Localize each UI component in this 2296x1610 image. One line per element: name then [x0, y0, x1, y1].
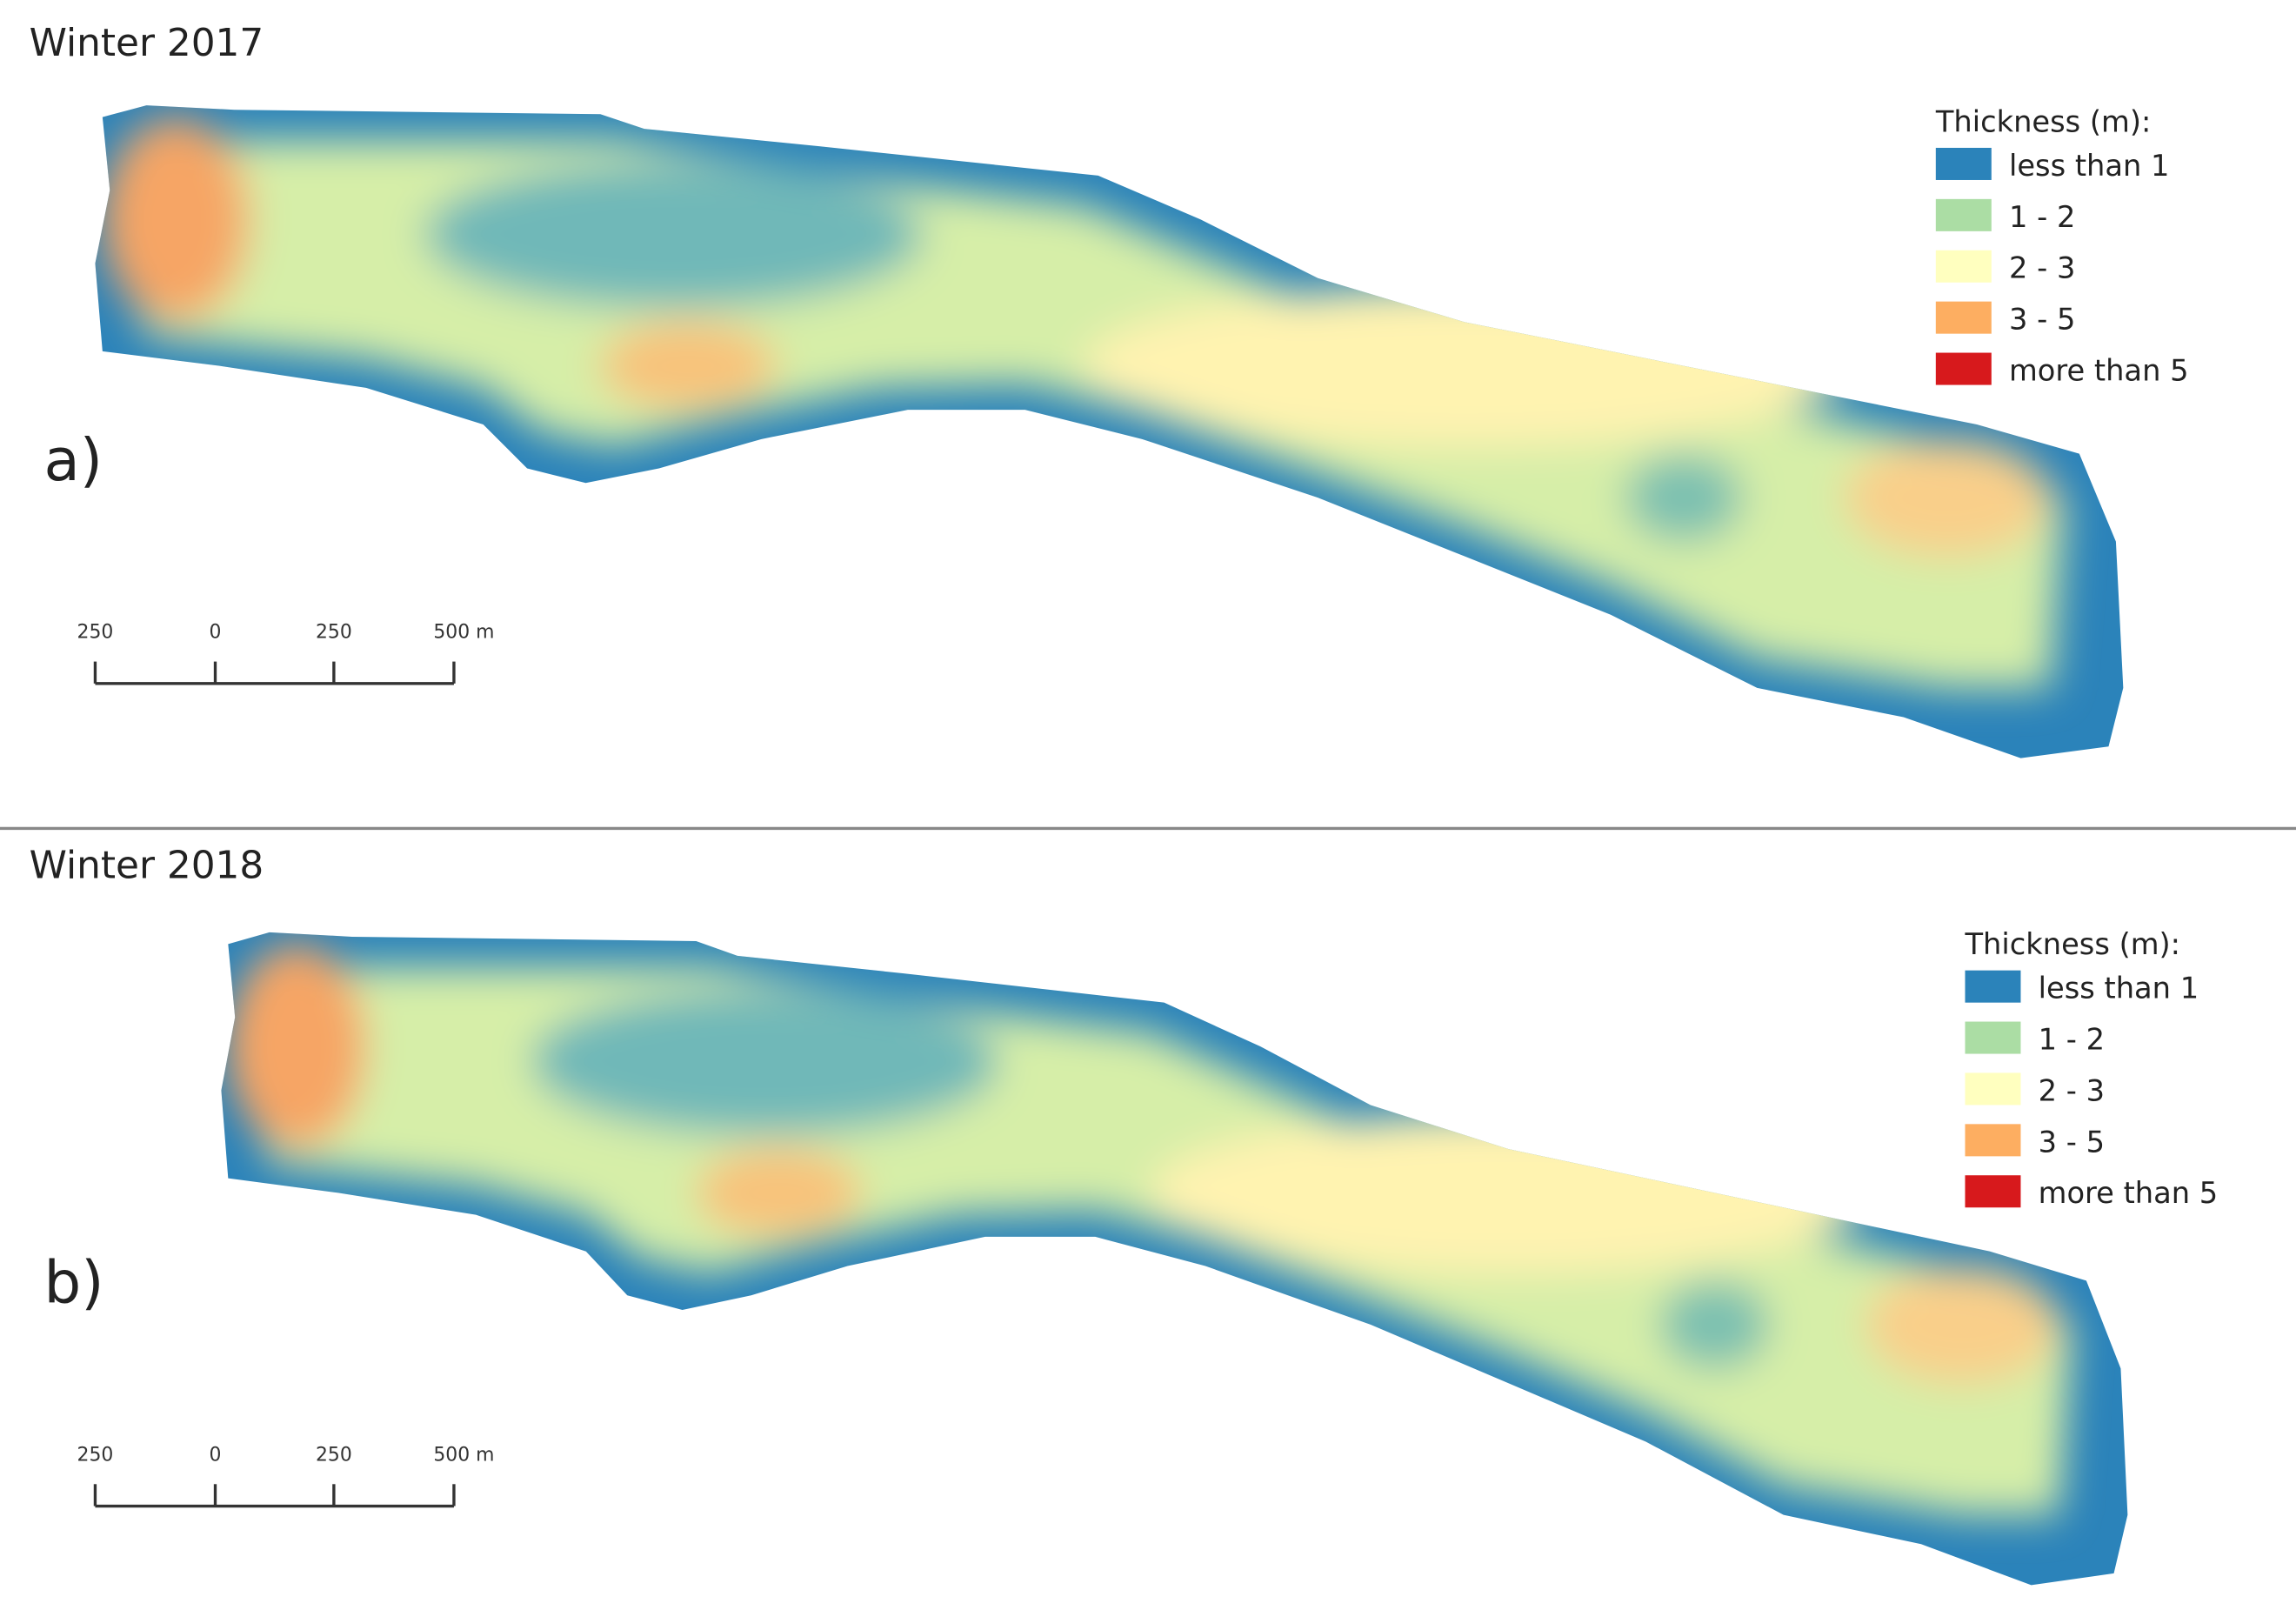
legend-label: more than 5: [2039, 1176, 2219, 1210]
legend-swatch: [1965, 1175, 2021, 1208]
panel-title: Winter 2018: [30, 844, 264, 888]
glacier-map: [221, 932, 2127, 1585]
scale-label: 250: [316, 622, 352, 644]
legend-swatch: [1965, 1072, 2021, 1106]
legend-swatch: [1935, 301, 1992, 334]
legend-swatch: [1935, 198, 1992, 231]
legend-label: more than 5: [2009, 354, 2189, 388]
legend-swatch: [1965, 1021, 2021, 1054]
legend-swatch: [1965, 970, 2021, 1003]
panel-title: Winter 2017: [30, 21, 264, 65]
scale-label: 250: [77, 1444, 114, 1466]
legend-swatch: [1935, 352, 1992, 385]
legend-label: less than 1: [2009, 149, 2169, 183]
legend-label: less than 1: [2039, 972, 2199, 1005]
scale-label: 500 m: [433, 622, 494, 644]
legend-label: 2 - 3: [2009, 251, 2075, 285]
legend-swatch: [1965, 1124, 2021, 1157]
panel-label: b): [44, 1249, 104, 1317]
panel-label: a): [44, 426, 103, 494]
legend-label: 1 - 2: [2009, 200, 2075, 234]
scale-label: 0: [210, 622, 222, 644]
legend-label: 2 - 3: [2039, 1073, 2105, 1107]
legend-title: Thickness (m):: [1964, 927, 2180, 961]
legend-swatch: [1935, 250, 1992, 283]
legend-swatch: [1935, 147, 1992, 180]
scale-label: 250: [77, 622, 114, 644]
legend-label: 3 - 5: [2009, 303, 2075, 337]
glacier-map: [95, 105, 2123, 758]
scale-label: 500 m: [433, 1444, 494, 1466]
legend-title: Thickness (m):: [1935, 104, 2152, 138]
legend-label: 1 - 2: [2039, 1023, 2105, 1057]
legend-label: 3 - 5: [2039, 1125, 2105, 1159]
scale-label: 250: [316, 1444, 352, 1466]
scale-label: 0: [210, 1444, 222, 1466]
